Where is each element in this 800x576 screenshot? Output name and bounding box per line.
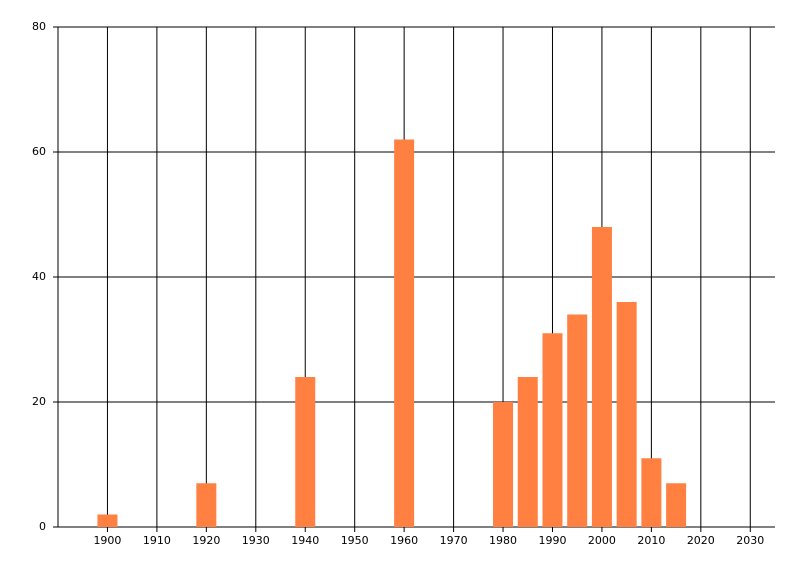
bar (196, 483, 217, 527)
bar (517, 377, 538, 527)
x-tick-label: 1940 (291, 534, 319, 547)
bar (493, 402, 514, 527)
bar (641, 458, 662, 527)
y-tick-label: 40 (32, 270, 46, 283)
bar (666, 483, 687, 527)
y-tick-label: 20 (32, 395, 46, 408)
bar (567, 314, 588, 527)
x-tick-label: 1910 (143, 534, 171, 547)
x-tick-label: 1960 (390, 534, 418, 547)
x-tick-label: 2000 (588, 534, 616, 547)
bar (542, 333, 563, 527)
bar (97, 514, 118, 527)
x-tick-label: 1990 (538, 534, 566, 547)
x-tick-label: 1930 (242, 534, 270, 547)
x-tick-label: 2020 (687, 534, 715, 547)
x-tick-label: 1900 (93, 534, 121, 547)
y-tick-label: 80 (32, 20, 46, 33)
x-tick-label: 1980 (489, 534, 517, 547)
x-tick-label: 2030 (736, 534, 764, 547)
bar (394, 139, 415, 527)
y-tick-label: 0 (39, 520, 46, 533)
bar (591, 227, 612, 527)
bar (295, 377, 316, 527)
x-tick-label: 1970 (440, 534, 468, 547)
x-tick-label: 2010 (637, 534, 665, 547)
x-tick-label: 1920 (192, 534, 220, 547)
x-tick-label: 1950 (341, 534, 369, 547)
bar (616, 302, 637, 527)
y-tick-label: 60 (32, 145, 46, 158)
